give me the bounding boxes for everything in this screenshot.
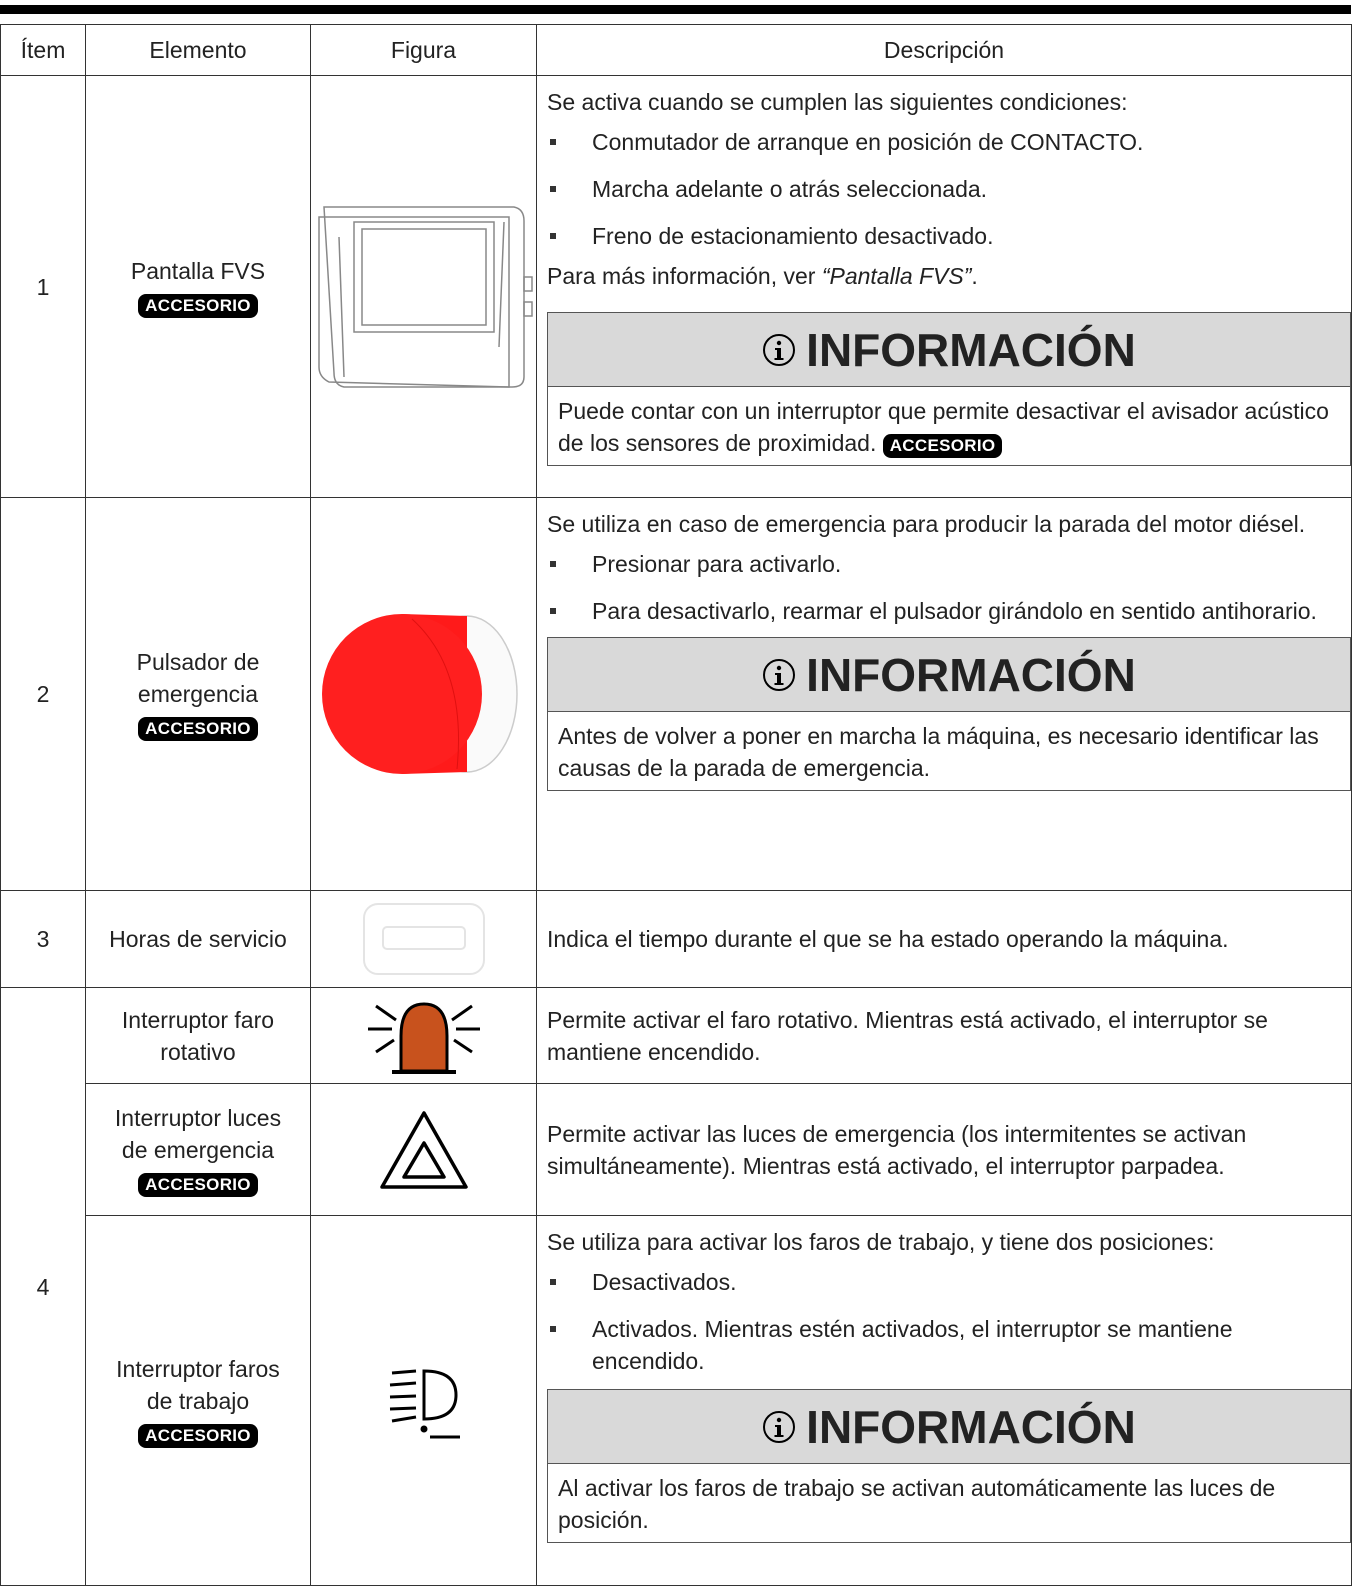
- intro: Se utiliza en caso de emergencia para pr…: [547, 511, 1306, 537]
- controls-table: Ítem Elemento Figura Descripción 1 Panta…: [0, 24, 1352, 1586]
- beacon-figure: [367, 1001, 480, 1074]
- info-title: INFORMACIÓN: [806, 323, 1136, 376]
- element-cell: Interruptor luces de emergencia ACCESORI…: [85, 1083, 311, 1216]
- info-header: INFORMACIÓN: [548, 638, 1350, 712]
- item-cell: 1: [0, 75, 86, 498]
- bullet-list: Presionar para activarlo. Para desactiva…: [547, 548, 1351, 627]
- element-name: Interruptor faros de trabajo: [116, 1355, 280, 1414]
- element-name: Interruptor faro rotativo: [85, 987, 311, 1084]
- badge: ACCESORIO: [882, 434, 1003, 458]
- intro: Se utiliza para activar los faros de tra…: [547, 1229, 1215, 1255]
- bullet-list: Conmutador de arranque en posición de CO…: [547, 126, 1351, 252]
- row: 2 Pulsador de emergencia ACCESORIO Se ut…: [0, 497, 1352, 891]
- header-cell: Ítem: [0, 24, 86, 76]
- emergency-button-figure: [321, 614, 518, 774]
- badge: ACCESORIO: [138, 717, 258, 741]
- bullet: Para desactivarlo, rearmar el pulsador g…: [547, 595, 1351, 627]
- figure-cell: [310, 1083, 537, 1216]
- info-icon: [763, 333, 796, 366]
- hour-meter-figure: [362, 903, 485, 975]
- info-box: INFORMACIÓN Al activar los faros de trab…: [547, 1389, 1351, 1543]
- figure-cell: [310, 890, 537, 988]
- figure-cell: [310, 987, 537, 1084]
- row: 4 Interruptor faro rotativo Permite acti…: [0, 987, 1352, 1586]
- info-icon: [763, 1410, 796, 1443]
- description-cell: Se activa cuando se cumplen las siguient…: [536, 75, 1352, 498]
- bullet: Presionar para activarlo.: [547, 548, 1351, 580]
- item-cell: 3: [0, 890, 86, 988]
- info-text: Puede contar con un interruptor que perm…: [558, 398, 1329, 456]
- description-cell: Se utiliza para activar los faros de tra…: [536, 1215, 1352, 1586]
- work-light-figure: [389, 1368, 460, 1438]
- description-text: Permite activar las luces de emergencia …: [536, 1083, 1352, 1216]
- row: 3 Horas de servicio Indica el tiempo dur…: [0, 890, 1352, 988]
- hazard-figure: [379, 1110, 468, 1189]
- element-cell: Pantalla FVS ACCESORIO: [85, 75, 311, 498]
- bullet: Freno de estacionamiento desactivado.: [547, 220, 1351, 252]
- element-name: Interruptor luces de emergencia: [114, 1104, 282, 1163]
- element-cell: Pulsador de emergencia ACCESORIO: [85, 497, 311, 891]
- element-cell: Interruptor faros de trabajo ACCESORIO: [85, 1215, 311, 1586]
- reference: Para más información, ver “Pantalla FVS”…: [547, 260, 1351, 292]
- figure-cell: [310, 497, 537, 891]
- info-box: INFORMACIÓN Antes de volver a poner en m…: [547, 637, 1351, 791]
- info-body: Puede contar con un interruptor que perm…: [548, 387, 1350, 465]
- bullet: Activados. Mientras estén activados, el …: [547, 1313, 1351, 1377]
- bullet: Desactivados.: [547, 1266, 1351, 1298]
- top-bar: [0, 5, 1351, 14]
- info-text: Antes de volver a poner en marcha la máq…: [558, 723, 1319, 781]
- info-header: INFORMACIÓN: [548, 313, 1350, 387]
- header-row: Ítem Elemento Figura Descripción: [0, 24, 1352, 76]
- header-cell: Elemento: [85, 24, 311, 76]
- item-cell: 2: [0, 497, 86, 891]
- description-cell: Se utiliza en caso de emergencia para pr…: [536, 497, 1352, 891]
- element-name: Pulsador de emergencia: [136, 649, 260, 707]
- info-header: INFORMACIÓN: [548, 1390, 1350, 1464]
- figure-cell: [310, 1215, 537, 1586]
- info-box: INFORMACIÓN Puede contar con un interrup…: [547, 312, 1351, 466]
- fvs-screen-figure: [317, 205, 533, 388]
- badge: ACCESORIO: [138, 1172, 258, 1197]
- info-icon: [763, 658, 796, 691]
- header-cell: Figura: [310, 24, 537, 76]
- reference-suffix: .: [971, 263, 978, 289]
- element-name: Horas de servicio: [85, 890, 311, 988]
- element-name: Pantalla FVS: [130, 257, 266, 284]
- badge: ACCESORIO: [138, 293, 258, 318]
- info-title: INFORMACIÓN: [806, 648, 1136, 701]
- intro: Se activa cuando se cumplen las siguient…: [547, 89, 1128, 115]
- bullet: Conmutador de arranque en posición de CO…: [547, 126, 1351, 158]
- info-title: INFORMACIÓN: [806, 1400, 1136, 1453]
- header-cell: Descripción: [536, 24, 1352, 76]
- badge: ACCESORIO: [138, 1423, 258, 1448]
- reference-prefix: Para más información, ver: [547, 263, 822, 289]
- item-cell: 4: [0, 987, 86, 1586]
- bullet-list: Desactivados. Activados. Mientras estén …: [547, 1266, 1351, 1377]
- info-text: Al activar los faros de trabajo se activ…: [558, 1475, 1276, 1533]
- figure-cell: [310, 75, 537, 498]
- row: 1 Pantalla FVS ACCESORIO Se activa cuand…: [0, 75, 1352, 498]
- description-text: Permite activar el faro rotativo. Mientr…: [536, 987, 1352, 1084]
- bullet: Marcha adelante o atrás seleccionada.: [547, 173, 1351, 205]
- description-text: Indica el tiempo durante el que se ha es…: [536, 890, 1352, 988]
- row: Interruptor luces de emergencia ACCESORI…: [1, 1083, 1352, 1216]
- row: Interruptor faros de trabajo ACCESORIO S…: [1, 1215, 1352, 1586]
- reference-link[interactable]: “Pantalla FVS”: [821, 263, 972, 289]
